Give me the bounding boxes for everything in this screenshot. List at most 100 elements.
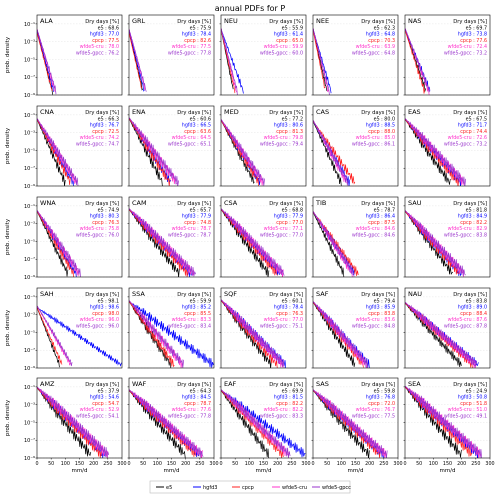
y-tick-label: 10⁻⁹ [24,456,35,462]
panel-frame [128,196,215,278]
x-tick-label: 300 [485,461,494,467]
region-label: SAU [408,199,422,207]
fit-line-e5 [221,300,268,359]
curves [313,211,359,277]
x-tick-label: 100 [245,461,254,467]
fit-line-wfde5-gpcc [221,389,284,449]
dry-days-e5: e5 : 81.8 [466,208,487,214]
x-tick-label: 0 [403,461,406,467]
dry-days-cpcp: cpcp : 63.6 [184,129,211,135]
fit-line-hgfd3 [129,301,206,360]
fit-line-e5 [405,386,457,449]
series-line-hgfd3 [129,301,214,368]
series-line-cpcp [405,30,426,94]
series-line-wfde5-gpcc [405,302,478,367]
dry-days-wfde5-cru: wfde5-cru : 75.8 [80,226,119,232]
legend-label: hgfd3 [203,485,217,491]
x-tick-label: 200 [457,461,466,467]
dry-days-e5: e5 : 60.6 [190,117,211,123]
series-line-e5 [221,209,270,277]
dry-days-e5: e5 : 60.1 [282,299,303,305]
series-line-cpcp [129,301,175,368]
fit-line-cpcp [37,211,71,269]
panel-frame [220,105,307,187]
x-tick-label: 200 [181,461,190,467]
x-tick-label: 50 [232,461,238,467]
curves [129,300,214,368]
region-label: EAF [224,380,237,388]
dry-days-cpcp: cpcp : 70.3 [368,38,395,44]
series-line-wfde5-gpcc [129,208,196,277]
dry-days-header: Dry days [%] [453,382,487,388]
dry-days-wfde5-cru: wfde5-cru : 84.6 [356,226,395,232]
dry-days-wfde5-gpcc: wfde5-gpcc : 79.4 [260,141,303,147]
x-tick-label: 300 [209,461,218,467]
dry-days-wfde5-cru: wfde5-cru : 77.0 [264,317,303,323]
fit-line-cpcp [221,29,234,87]
dry-days-e5: e5 : 77.2 [282,117,303,123]
y-tick-label: 10⁻⁵ [24,148,35,154]
panel-frame [220,14,307,96]
dry-days-hgfd3: hgfd3 : 50.8 [458,395,487,401]
series-line-cpcp [221,300,278,368]
series-line-wfde5-gpcc [221,119,265,186]
dry-days-hgfd3: hgfd3 : 81.5 [274,395,303,401]
curves [405,302,479,368]
panel-frame [128,14,215,96]
x-tick-label: 50 [416,461,422,467]
fit-line-hgfd3 [129,30,144,87]
dry-days-wfde5-cru: wfde5-cru : 82.2 [264,407,303,413]
fit-line-e5 [129,30,142,87]
dry-days-wfde5-gpcc: wfde5-gpcc : 64.8 [352,50,395,56]
series-line-cpcp [405,211,461,275]
region-label: MED [224,108,239,116]
dry-days-wfde5-gpcc: wfde5-gpcc : 83.4 [168,323,211,329]
x-tick-label: 300 [301,461,310,467]
x-tick-label: 100 [337,461,346,467]
x-tick-label: 250 [471,461,480,467]
dry-days-wfde5-gpcc: wfde5-gpcc : 73.2 [444,141,487,147]
dry-days-wfde5-gpcc: wfde5-gpcc : 77.5 [352,413,395,419]
dry-days-cpcp: cpcp : 82.2 [276,401,303,407]
dry-days-header: Dry days [%] [177,110,211,116]
dry-days-hgfd3: hgfd3 : 80.3 [90,214,119,220]
fit-line-hgfd3 [37,30,53,87]
x-tick-label: 100 [61,461,70,467]
region-label: NEU [224,17,238,25]
dry-days-e5: e5 : 68.8 [282,208,303,214]
dry-days-wfde5-cru: wfde5-cru : 59.9 [264,44,303,50]
fit-line-wfde5-gpcc [37,29,55,87]
dry-days-hgfd3: hgfd3 : 98.6 [90,305,119,311]
y-tick-label: 10⁻³ [24,131,35,137]
x-tick-label: 250 [195,461,204,467]
series-line-wfde5-gpcc [221,389,291,458]
y-axis-label: prob. density [5,399,11,436]
panel-frame [128,287,215,369]
panel-frame [220,287,307,369]
fit-line-e5 [37,307,58,360]
legend-label: wfde5-cru [282,485,307,491]
fit-line-wfde5-gpcc [313,301,363,360]
dry-days-wfde5-cru: wfde5-cru : 72.4 [448,44,487,50]
x-tick-label: 0 [311,461,314,467]
y-tick-label: 10⁻¹ [24,204,35,210]
dry-days-cpcp: cpcp : 85.5 [184,311,211,317]
fit-line-wfde5-gpcc [37,118,75,177]
x-tick-label: 150 [351,461,360,467]
region-label: NEE [316,17,329,25]
dry-days-e5: e5 : 55.9 [282,26,303,32]
dry-days-header: Dry days [%] [85,382,119,388]
dry-days-wfde5-gpcc: wfde5-gpcc : 73.2 [444,50,487,56]
dry-days-hgfd3: hgfd3 : 76.8 [366,395,395,401]
fit-line-wfde5-gpcc [313,211,351,269]
dry-days-header: Dry days [%] [177,19,211,25]
region-label: NAU [408,290,422,298]
dry-days-wfde5-cru: wfde5-cru : 83.3 [172,317,211,323]
fit-line-wfde5-gpcc [37,210,77,269]
series-line-wfde5-gpcc [37,118,79,186]
dry-days-wfde5-gpcc: wfde5-gpcc : 60.0 [260,50,303,56]
